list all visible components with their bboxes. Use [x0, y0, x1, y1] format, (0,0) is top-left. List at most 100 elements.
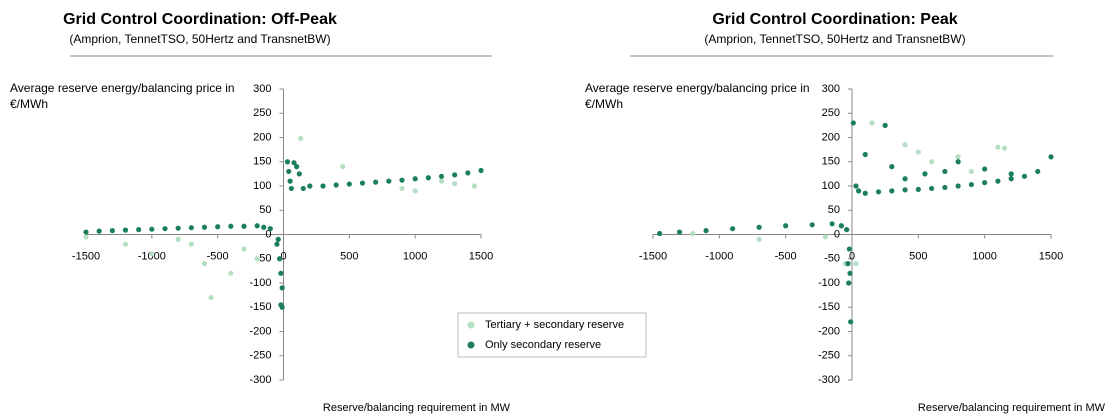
- point: [856, 188, 862, 194]
- point: [1008, 171, 1014, 177]
- y-tick-label: 200: [253, 131, 271, 143]
- y-axis-label: Average reserve energy/balancing price i…: [585, 81, 810, 111]
- point: [83, 234, 89, 240]
- point: [1021, 173, 1028, 179]
- y-tick-label: -250: [818, 350, 840, 362]
- point: [1001, 145, 1008, 151]
- legend-box: [457, 312, 647, 358]
- point: [149, 226, 155, 232]
- point: [869, 120, 875, 126]
- point: [359, 180, 366, 186]
- point: [848, 319, 854, 325]
- x-tick-label: 500: [909, 250, 927, 262]
- point: [296, 171, 302, 177]
- y-tick-label: 300: [253, 83, 271, 95]
- point: [425, 175, 431, 181]
- legend-marker: [467, 341, 475, 349]
- y-tick-label: 0: [834, 228, 840, 240]
- point: [955, 154, 961, 160]
- point: [149, 251, 155, 257]
- point: [846, 280, 852, 286]
- point: [287, 178, 293, 184]
- point: [915, 186, 921, 192]
- point: [122, 227, 129, 233]
- point: [703, 228, 709, 234]
- point: [889, 164, 895, 170]
- point: [399, 185, 405, 192]
- y-tick-label: -200: [249, 325, 271, 337]
- point: [288, 185, 294, 192]
- point: [690, 230, 696, 237]
- y-tick-label: -50: [824, 253, 840, 265]
- point: [756, 224, 762, 230]
- point: [279, 304, 285, 310]
- point: [838, 223, 844, 229]
- x-tick-label: -1500: [72, 250, 100, 262]
- point: [845, 261, 851, 267]
- y-tick-label: 200: [822, 131, 840, 143]
- y-tick-label: -100: [249, 277, 271, 289]
- point: [853, 183, 859, 189]
- point: [889, 188, 895, 194]
- point: [452, 172, 458, 178]
- point: [291, 160, 297, 166]
- y-tick-label: 150: [822, 156, 840, 168]
- x-tick-label: 0: [849, 250, 855, 262]
- point: [340, 164, 346, 170]
- point: [228, 223, 234, 229]
- point: [386, 178, 392, 184]
- point: [241, 246, 247, 252]
- point: [1035, 168, 1041, 175]
- y-tick-label: 0: [265, 228, 271, 240]
- point: [730, 226, 736, 232]
- point: [267, 226, 273, 232]
- point: [942, 168, 948, 175]
- point: [175, 236, 181, 242]
- point: [208, 294, 214, 301]
- point: [968, 181, 975, 188]
- point: [982, 180, 988, 186]
- x-tick-label: -1500: [639, 250, 667, 262]
- x-tick-label: -1000: [705, 250, 733, 262]
- point: [862, 190, 868, 196]
- point: [162, 226, 168, 232]
- point: [1048, 154, 1054, 160]
- point: [294, 164, 300, 170]
- y-tick-label: -150: [249, 301, 271, 313]
- point: [300, 185, 306, 192]
- point: [465, 170, 471, 176]
- point: [254, 256, 260, 262]
- point: [452, 180, 458, 187]
- point: [286, 168, 292, 175]
- point: [1008, 176, 1014, 182]
- x-tick-label: 1000: [972, 250, 996, 262]
- y-tick-label: -300: [249, 374, 271, 386]
- point: [276, 256, 283, 262]
- point: [902, 187, 908, 193]
- point: [175, 225, 181, 231]
- y-tick-label: -250: [249, 350, 271, 362]
- point: [284, 159, 291, 165]
- point: [846, 246, 852, 252]
- point: [822, 234, 829, 240]
- legend-marker: [467, 321, 475, 329]
- chart-title: Grid Control Coordination: Peak: [712, 11, 957, 28]
- point: [96, 228, 102, 234]
- point: [261, 224, 267, 230]
- point: [215, 224, 221, 230]
- point: [278, 270, 284, 276]
- y-tick-label: 300: [822, 83, 840, 95]
- point: [995, 178, 1001, 184]
- y-tick-label: 150: [253, 156, 271, 168]
- point: [274, 241, 280, 247]
- point: [201, 224, 208, 230]
- point: [955, 159, 961, 165]
- point: [307, 183, 313, 189]
- y-tick-label: -200: [818, 325, 840, 337]
- point: [228, 270, 234, 276]
- point: [346, 181, 352, 187]
- point: [373, 179, 379, 185]
- y-tick-label: 250: [822, 107, 840, 119]
